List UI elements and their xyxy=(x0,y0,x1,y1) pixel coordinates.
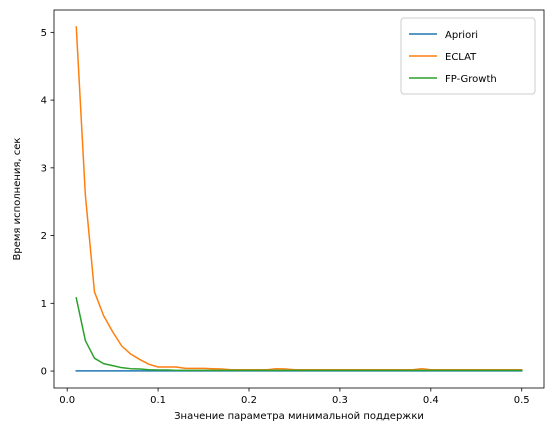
x-tick-label: 0.2 xyxy=(241,395,257,406)
legend-label: ECLAT xyxy=(445,52,477,63)
x-tick-label: 0.1 xyxy=(150,395,166,406)
x-axis: 0.0 0.1 0.2 0.3 0.4 0.5 xyxy=(59,388,530,406)
plot-lines xyxy=(75,26,523,372)
y-tick-label: 3 xyxy=(41,163,47,174)
series-line-2 xyxy=(75,297,523,372)
y-tick-label: 0 xyxy=(41,367,47,378)
x-tick-label: 0.0 xyxy=(59,395,75,406)
legend: Apriori ECLAT FP-Growth xyxy=(400,17,536,95)
y-tick-label: 5 xyxy=(41,28,47,39)
x-axis-label: Значение параметра минимальной поддержки xyxy=(174,411,424,422)
y-axis: 0 1 2 3 4 5 xyxy=(41,28,54,378)
x-tick-label: 0.5 xyxy=(514,395,530,406)
x-tick-label: 0.3 xyxy=(332,395,348,406)
axes-frame xyxy=(53,9,545,389)
legend-label: FP-Growth xyxy=(445,74,497,85)
y-tick-label: 4 xyxy=(41,96,47,107)
y-axis-label: Время исполнения, сек xyxy=(12,138,23,261)
y-tick-label: 2 xyxy=(41,231,47,242)
y-tick-label: 1 xyxy=(41,299,47,310)
legend-label: Apriori xyxy=(445,30,478,41)
x-tick-label: 0.4 xyxy=(423,395,439,406)
legend-box xyxy=(400,17,536,95)
